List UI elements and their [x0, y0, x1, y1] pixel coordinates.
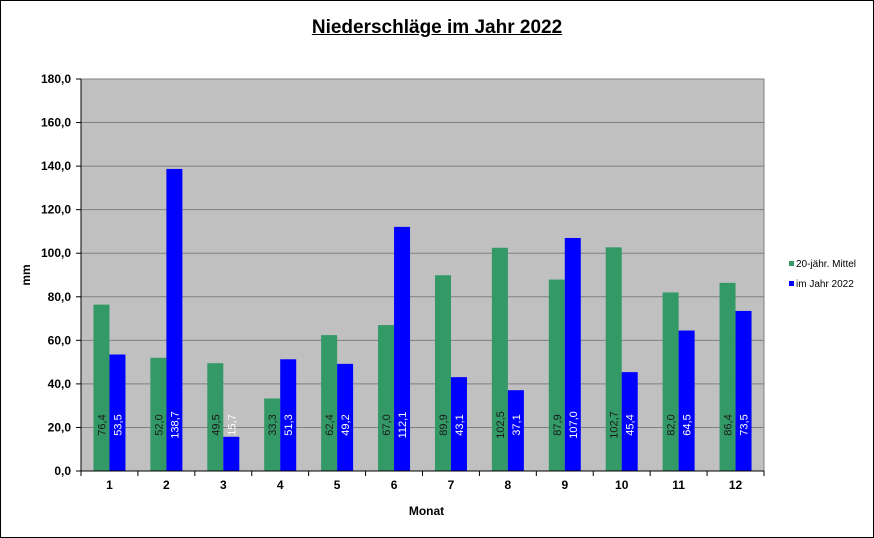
bar	[719, 282, 736, 471]
legend-swatch	[789, 281, 794, 286]
data-label: 15,7	[226, 414, 238, 435]
x-tick-label: 2	[163, 478, 170, 492]
bars	[93, 168, 752, 472]
bar	[507, 390, 524, 471]
data-label: 107,0	[568, 411, 580, 439]
x-tick-label: 3	[220, 478, 227, 492]
data-label: 87,9	[552, 414, 564, 435]
y-axis-title: mm	[19, 264, 33, 285]
bar	[109, 354, 126, 471]
bar	[150, 357, 167, 471]
data-label: 49,2	[340, 414, 352, 435]
x-tick-label: 7	[448, 478, 455, 492]
plot-area	[80, 78, 765, 472]
bar	[378, 325, 395, 471]
chart-title: Niederschläge im Jahr 2022	[311, 17, 563, 38]
y-tick-label: 0,0	[54, 464, 71, 478]
bar	[605, 247, 622, 471]
data-label: 82,0	[666, 414, 678, 435]
x-tick-label: 5	[334, 478, 341, 492]
y-tick-label: 180,0	[41, 72, 71, 86]
data-label: 138,7	[169, 411, 181, 439]
data-label: 112,1	[397, 412, 409, 439]
legend-label: im Jahr 2022	[796, 279, 854, 290]
x-tick-label: 1	[106, 478, 113, 492]
bar	[450, 377, 467, 471]
y-tick-label: 20,0	[48, 420, 72, 434]
bar	[434, 275, 451, 471]
bar	[93, 304, 110, 471]
data-label: 67,0	[381, 414, 393, 435]
data-label: 64,5	[682, 414, 694, 435]
x-tick-label: 6	[391, 478, 398, 492]
x-tick-label: 8	[505, 478, 512, 492]
y-tick-label: 40,0	[48, 377, 72, 391]
axes: 0,0 20,0 40,0 60,0 80,0 100,0 120,0 140,0 160,0 1…	[41, 72, 765, 492]
data-label: 52,0	[153, 414, 165, 435]
data-label: 86,4	[723, 414, 735, 435]
bar	[223, 436, 240, 471]
legend: 20-jähr. Mittel im Jahr 2022	[789, 259, 856, 290]
bar	[321, 335, 338, 471]
y-tick-label: 60,0	[48, 333, 72, 347]
bar	[491, 247, 508, 471]
bar	[207, 363, 224, 471]
legend-label: 20-jähr. Mittel	[796, 259, 856, 270]
data-label: 62,4	[324, 414, 336, 435]
data-label: 37,1	[511, 414, 523, 435]
data-label: 33,3	[267, 414, 279, 435]
bar	[337, 363, 354, 471]
bar	[564, 237, 581, 471]
data-label: 45,4	[625, 414, 637, 435]
bar	[264, 398, 281, 471]
data-label: 89,9	[438, 414, 450, 435]
bar	[548, 279, 565, 471]
data-label: 49,5	[210, 414, 222, 435]
data-label: 102,5	[495, 411, 507, 439]
bar	[735, 310, 752, 471]
bar	[678, 330, 695, 471]
y-tick-label: 120,0	[41, 203, 71, 217]
bar	[662, 292, 679, 471]
legend-swatch	[789, 261, 794, 266]
gridlines	[81, 78, 764, 428]
data-label: 102,7	[609, 411, 621, 439]
x-tick-label: 9	[561, 478, 568, 492]
bar	[394, 226, 411, 471]
y-tick-label: 100,0	[41, 246, 71, 260]
y-tick-label: 160,0	[41, 116, 71, 130]
bar	[280, 359, 297, 471]
x-tick-label: 11	[672, 478, 685, 492]
bar	[621, 372, 638, 471]
y-tick-label: 140,0	[41, 159, 71, 173]
data-label: 73,5	[739, 414, 751, 435]
x-axis-title: Monat	[409, 504, 444, 518]
data-label: 76,4	[96, 414, 108, 435]
data-label: 53,5	[112, 414, 124, 435]
bar	[166, 168, 183, 472]
x-tick-label: 10	[615, 478, 629, 492]
data-labels: 76,4 53,5 52,0 138,7 49,5 15,7 33,3 51,3 62,4 49,…	[96, 411, 750, 439]
data-label: 51,3	[283, 414, 295, 435]
y-tick-label: 80,0	[48, 290, 72, 304]
data-label: 43,1	[454, 414, 466, 435]
x-tick-label: 4	[277, 478, 284, 492]
x-tick-label: 12	[729, 478, 743, 492]
